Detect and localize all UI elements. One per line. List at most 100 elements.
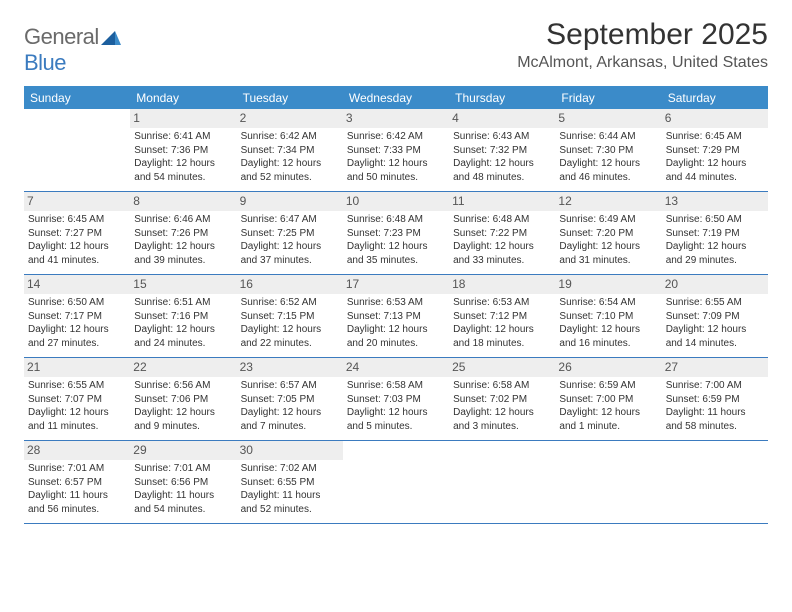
day-cell: 5 Sunrise: 6:44 AMSunset: 7:30 PMDaylight… — [555, 109, 661, 191]
day-cell: 27Sunrise: 7:00 AMSunset: 6:59 PMDayligh… — [662, 358, 768, 440]
sunrise-line: Sunrise: 6:58 AM — [453, 379, 551, 393]
day-cell: 26Sunrise: 6:59 AMSunset: 7:00 PMDayligh… — [555, 358, 661, 440]
weekday-header: Monday — [130, 86, 236, 109]
sail-icon — [101, 29, 121, 50]
day-cell — [343, 441, 449, 523]
day-number: 12 — [555, 192, 661, 211]
day-number: 5 — [555, 109, 661, 128]
day-cell: 1Sunrise: 6:41 AMSunset: 7:36 PMDaylight… — [130, 109, 236, 191]
day-cell: 8Sunrise: 6:46 AMSunset: 7:26 PMDaylight… — [130, 192, 236, 274]
daylight-line-2: and 52 minutes. — [241, 171, 339, 185]
sunrise-line: Sunrise: 6:55 AM — [28, 379, 126, 393]
day-cell — [555, 441, 661, 523]
sunset-line: Sunset: 7:19 PM — [666, 227, 764, 241]
day-cell: 22Sunrise: 6:56 AMSunset: 7:06 PMDayligh… — [130, 358, 236, 440]
sunset-line: Sunset: 7:22 PM — [453, 227, 551, 241]
day-number: 19 — [555, 275, 661, 294]
day-number: 18 — [449, 275, 555, 294]
weekday-header: Friday — [555, 86, 661, 109]
day-cell: 18Sunrise: 6:53 AMSunset: 7:12 PMDayligh… — [449, 275, 555, 357]
sunset-line: Sunset: 7:05 PM — [241, 393, 339, 407]
weekday-header: Wednesday — [343, 86, 449, 109]
sunrise-line: Sunrise: 6:53 AM — [347, 296, 445, 310]
daylight-line-1: Daylight: 12 hours — [666, 323, 764, 337]
sunrise-line: Sunrise: 6:50 AM — [28, 296, 126, 310]
day-cell: 23Sunrise: 6:57 AMSunset: 7:05 PMDayligh… — [237, 358, 343, 440]
sunrise-line: Sunrise: 6:54 AM — [559, 296, 657, 310]
sunrise-line: Sunrise: 6:49 AM — [559, 213, 657, 227]
sunset-line: Sunset: 7:34 PM — [241, 144, 339, 158]
daylight-line-1: Daylight: 12 hours — [347, 323, 445, 337]
sunrise-line: Sunrise: 6:50 AM — [666, 213, 764, 227]
sunset-line: Sunset: 7:36 PM — [134, 144, 232, 158]
daylight-line-2: and 18 minutes. — [453, 337, 551, 351]
sunrise-line: Sunrise: 7:01 AM — [134, 462, 232, 476]
sunset-line: Sunset: 7:30 PM — [559, 144, 657, 158]
day-number: 26 — [555, 358, 661, 377]
daylight-line-2: and 46 minutes. — [559, 171, 657, 185]
sunrise-line: Sunrise: 7:02 AM — [241, 462, 339, 476]
daylight-line-2: and 50 minutes. — [347, 171, 445, 185]
daylight-line-1: Daylight: 12 hours — [28, 323, 126, 337]
day-cell: 14Sunrise: 6:50 AMSunset: 7:17 PMDayligh… — [24, 275, 130, 357]
sunrise-line: Sunrise: 6:42 AM — [347, 130, 445, 144]
day-number: 7 — [24, 192, 130, 211]
sunrise-line: Sunrise: 6:44 AM — [559, 130, 657, 144]
day-number: 3 — [343, 109, 449, 128]
location: McAlmont, Arkansas, United States — [517, 54, 768, 72]
daylight-line-1: Daylight: 11 hours — [241, 489, 339, 503]
sunset-line: Sunset: 7:26 PM — [134, 227, 232, 241]
day-number: 20 — [662, 275, 768, 294]
day-cell: 15Sunrise: 6:51 AMSunset: 7:16 PMDayligh… — [130, 275, 236, 357]
week-row: 28Sunrise: 7:01 AMSunset: 6:57 PMDayligh… — [24, 441, 768, 524]
weekday-header: Tuesday — [237, 86, 343, 109]
sunset-line: Sunset: 6:59 PM — [666, 393, 764, 407]
sunrise-line: Sunrise: 7:00 AM — [666, 379, 764, 393]
daylight-line-2: and 7 minutes. — [241, 420, 339, 434]
day-cell: 19Sunrise: 6:54 AMSunset: 7:10 PMDayligh… — [555, 275, 661, 357]
day-number: 2 — [237, 109, 343, 128]
daylight-line-2: and 22 minutes. — [241, 337, 339, 351]
day-cell: 12Sunrise: 6:49 AMSunset: 7:20 PMDayligh… — [555, 192, 661, 274]
sunset-line: Sunset: 7:25 PM — [241, 227, 339, 241]
day-number: 4 — [449, 109, 555, 128]
daylight-line-1: Daylight: 12 hours — [28, 240, 126, 254]
sunrise-line: Sunrise: 6:45 AM — [28, 213, 126, 227]
sunset-line: Sunset: 7:06 PM — [134, 393, 232, 407]
daylight-line-1: Daylight: 12 hours — [453, 240, 551, 254]
day-cell: 2Sunrise: 6:42 AMSunset: 7:34 PMDaylight… — [237, 109, 343, 191]
daylight-line-1: Daylight: 12 hours — [28, 406, 126, 420]
daylight-line-1: Daylight: 12 hours — [559, 157, 657, 171]
day-number: 14 — [24, 275, 130, 294]
daylight-line-2: and 29 minutes. — [666, 254, 764, 268]
daylight-line-1: Daylight: 12 hours — [559, 240, 657, 254]
daylight-line-2: and 58 minutes. — [666, 420, 764, 434]
sunrise-line: Sunrise: 6:57 AM — [241, 379, 339, 393]
daylight-line-1: Daylight: 12 hours — [241, 240, 339, 254]
day-number: 10 — [343, 192, 449, 211]
daylight-line-1: Daylight: 12 hours — [559, 323, 657, 337]
day-number: 11 — [449, 192, 555, 211]
sunset-line: Sunset: 7:07 PM — [28, 393, 126, 407]
day-cell: 7Sunrise: 6:45 AMSunset: 7:27 PMDaylight… — [24, 192, 130, 274]
day-number: 27 — [662, 358, 768, 377]
day-cell: 16Sunrise: 6:52 AMSunset: 7:15 PMDayligh… — [237, 275, 343, 357]
month-title: September 2025 — [517, 18, 768, 52]
sunset-line: Sunset: 7:09 PM — [666, 310, 764, 324]
sunrise-line: Sunrise: 6:52 AM — [241, 296, 339, 310]
daylight-line-1: Daylight: 12 hours — [241, 323, 339, 337]
daylight-line-1: Daylight: 12 hours — [347, 157, 445, 171]
day-number: 16 — [237, 275, 343, 294]
daylight-line-2: and 48 minutes. — [453, 171, 551, 185]
calendar: Sunday Monday Tuesday Wednesday Thursday… — [24, 86, 768, 524]
weeks-container: 1Sunrise: 6:41 AMSunset: 7:36 PMDaylight… — [24, 109, 768, 524]
daylight-line-2: and 20 minutes. — [347, 337, 445, 351]
sunset-line: Sunset: 7:02 PM — [453, 393, 551, 407]
daylight-line-2: and 37 minutes. — [241, 254, 339, 268]
sunset-line: Sunset: 6:55 PM — [241, 476, 339, 490]
daylight-line-1: Daylight: 12 hours — [559, 406, 657, 420]
daylight-line-1: Daylight: 12 hours — [666, 240, 764, 254]
daylight-line-2: and 9 minutes. — [134, 420, 232, 434]
day-number: 29 — [130, 441, 236, 460]
logo: General Blue — [24, 18, 121, 76]
